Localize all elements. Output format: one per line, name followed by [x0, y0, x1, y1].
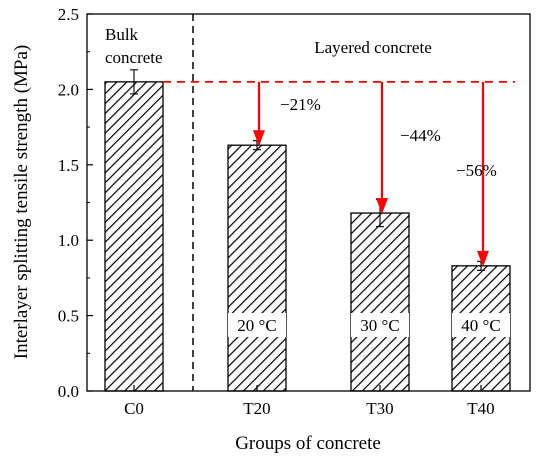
bar-label-t20: 20 °C [237, 316, 276, 335]
y-tick-label-1.5: 1.5 [58, 156, 79, 175]
bulk-label-line1: Bulk [105, 25, 139, 44]
x-tick-label-t20: T20 [243, 399, 270, 418]
x-tick-label-t30: T30 [366, 399, 393, 418]
y-tick-label-0.5: 0.5 [58, 307, 79, 326]
x-axis-label: Groups of concrete [235, 433, 381, 454]
bar-c0 [104, 81, 164, 392]
layered-label: Layered concrete [314, 38, 432, 57]
y-tick-label-2.0: 2.0 [58, 80, 79, 99]
bar-label-t30: 30 °C [360, 316, 399, 335]
y-axis-ticks: 0.0 0.5 1.0 1.5 2.0 2.5 [58, 5, 93, 401]
bar-label-bg-t20 [228, 313, 286, 337]
bar-label-t40: 40 °C [461, 316, 500, 335]
bulk-label-line2: concrete [105, 48, 163, 67]
bar-labels-group: 20 °C 30 °C 40 °C [228, 313, 510, 337]
bars-group [104, 81, 511, 392]
bar-label-bg-t30 [351, 313, 409, 337]
bar-t30 [350, 212, 410, 392]
arrow-head-t40 [477, 250, 489, 267]
y-tick-label-1.0: 1.0 [58, 231, 79, 250]
x-tick-label-t40: T40 [467, 399, 494, 418]
y-axis-label: Interlayer splitting tensile strength (M… [11, 45, 32, 359]
reduction-arrows-group: −21% −44% −56% [253, 81, 497, 267]
y-tick-label-2.5: 2.5 [58, 5, 79, 24]
reduction-label-t20: −21% [280, 95, 321, 114]
arrow-head-t20 [253, 130, 265, 147]
bar-t20 [227, 144, 287, 392]
reduction-label-t30: −44% [400, 126, 441, 145]
x-tick-label-c0: C0 [124, 399, 144, 418]
reduction-label-t40: −56% [456, 161, 497, 180]
bar-label-bg-t40 [452, 313, 510, 337]
y-tick-label-0.0: 0.0 [58, 382, 79, 401]
x-axis-ticks: C0 T20 T30 T40 [124, 385, 495, 418]
arrow-head-t30 [376, 198, 388, 215]
